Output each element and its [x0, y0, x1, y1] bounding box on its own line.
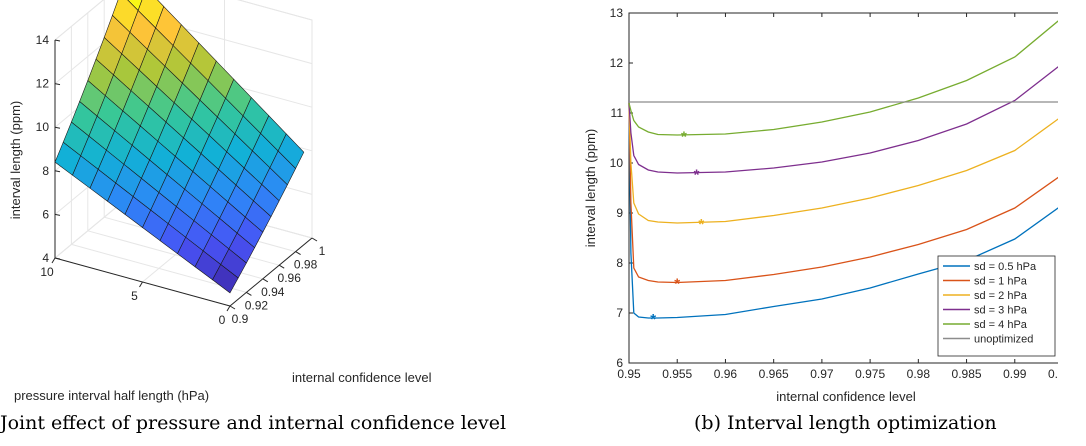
x-tick-label: 0.975 — [855, 367, 885, 381]
y-tick-label: 6 — [616, 356, 623, 370]
legend-entry: unoptimized — [974, 334, 1033, 346]
z-tick-label: 12 — [36, 77, 50, 91]
legend-entry: sd = 0.5 hPa — [974, 261, 1037, 273]
optimum-marker: * — [674, 276, 680, 293]
surface-patch — [212, 264, 239, 294]
y-tick-label: 8 — [616, 256, 623, 270]
grid-line — [237, 0, 313, 21]
x-tick-label: 0.97 — [810, 367, 834, 381]
line-chart: 0.95 0.955 0.96 0.965 0.97 0.975 0.98 0.985 0.99… — [583, 6, 1058, 404]
x-tick — [311, 237, 318, 242]
z-tick — [54, 170, 61, 173]
z-tick-label: 10 — [36, 120, 50, 134]
z-tick — [54, 257, 61, 260]
x-tick-label: 0.985 — [952, 367, 982, 381]
chart-a-zlabel: interval length (ppm) — [8, 101, 23, 220]
series-line — [628, 20, 1058, 136]
x-tick — [278, 264, 285, 269]
z-tick — [54, 39, 61, 42]
y-tick-label: 10 — [610, 156, 624, 170]
z-tick-label: 6 — [42, 207, 49, 221]
series-line — [628, 102, 1058, 224]
x-tick-label: 0.98 — [907, 367, 931, 381]
series-line — [628, 102, 1058, 284]
y-tick — [226, 305, 231, 312]
grid-line — [54, 0, 105, 41]
chart-a-surface — [54, 0, 305, 294]
x-tick-label: 0.96 — [278, 271, 302, 285]
caption-a: Joint effect of pressure and internal co… — [0, 412, 507, 434]
chart-b-xlabel: internal confidence level — [776, 389, 916, 404]
y-tick-label: 12 — [610, 56, 624, 70]
x-tick-label: 0.92 — [245, 298, 269, 312]
z-tick — [54, 126, 61, 129]
x-tick-label: 0.9 — [232, 312, 249, 326]
x-tick — [295, 251, 301, 256]
x-tick-label: 0.99 — [1003, 367, 1027, 381]
chart-b-plot: 0.95 0.955 0.96 0.965 0.97 0.975 0.98 0.985 0.99… — [610, 6, 1058, 381]
x-tick — [246, 291, 252, 296]
y-tick-label: 11 — [611, 106, 624, 120]
x-tick — [262, 278, 269, 283]
chart-b-ylabel: interval length (ppm) — [583, 129, 598, 248]
legend-entry: sd = 4 hPa — [974, 319, 1028, 331]
x-tick-label: 0.98 — [294, 258, 318, 272]
y-tick-label: 13 — [610, 6, 624, 20]
legend-entry: sd = 1 hPa — [974, 276, 1028, 288]
x-tick-label: 0.995 — [1048, 367, 1058, 381]
surface-patch — [127, 0, 143, 12]
legend-entry: sd = 3 hPa — [974, 305, 1028, 317]
chart-a-xlabel: internal confidence level — [292, 370, 432, 385]
legend-box — [937, 255, 1056, 357]
x-tick — [229, 305, 236, 310]
chart-a-ylabel: pressure interval half length (hPa) — [14, 388, 209, 403]
x-tick-label: 0.955 — [662, 367, 692, 381]
z-tick — [54, 213, 61, 216]
x-tick-label: 0.96 — [714, 367, 738, 381]
y-tick-label: 9 — [616, 206, 623, 220]
z-tick-label: 4 — [42, 251, 49, 265]
z-tick — [54, 83, 61, 86]
y-tick-label: 10 — [40, 265, 54, 279]
z-tick-label: 8 — [42, 164, 49, 178]
optimum-marker: * — [698, 216, 704, 233]
y-tick — [139, 281, 143, 288]
x-tick-label: 0.965 — [759, 367, 789, 381]
series-line — [628, 66, 1058, 174]
optimum-marker: * — [681, 129, 687, 146]
x-tick-label: 1 — [319, 244, 326, 258]
y-tick-label: 5 — [131, 289, 138, 303]
x-tick-label: 0.95 — [617, 367, 641, 381]
legend-entry: sd = 2 hPa — [974, 290, 1028, 302]
optimum-marker: * — [650, 311, 656, 328]
y-tick-label: 7 — [616, 306, 623, 320]
y-tick-label: 0 — [219, 313, 226, 327]
caption-b: (b) Interval length optimization — [694, 412, 997, 434]
z-tick-label: 14 — [36, 33, 50, 47]
x-tick-label: 0.94 — [261, 285, 285, 299]
optimum-marker: * — [694, 167, 700, 184]
x-axis-line — [229, 237, 313, 307]
y-tick — [51, 257, 56, 264]
